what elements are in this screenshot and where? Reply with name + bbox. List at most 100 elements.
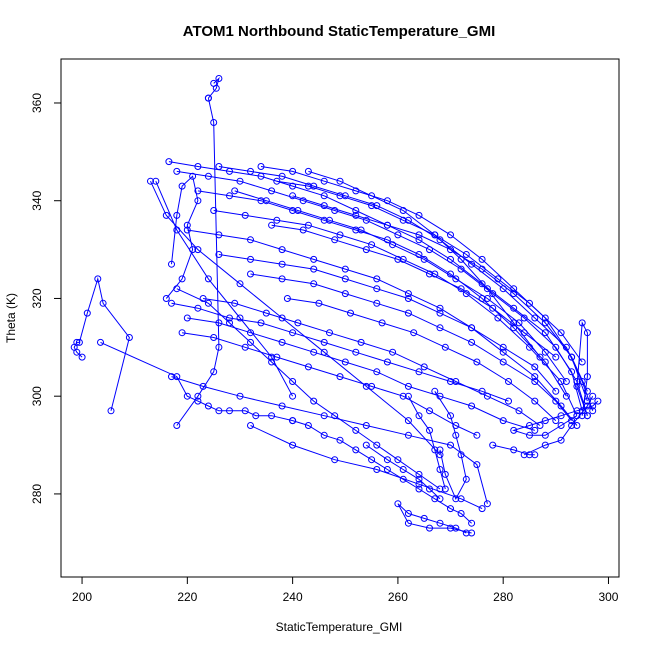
data-point [589, 392, 597, 400]
series-37 [362, 441, 444, 503]
data-point [165, 158, 173, 166]
data-point [415, 211, 423, 219]
data-point [341, 192, 349, 200]
data-point [573, 407, 581, 415]
data-point [436, 466, 444, 473]
data-point [589, 402, 597, 410]
series-0 [70, 275, 133, 415]
data-point [510, 304, 518, 312]
data-point [441, 470, 449, 478]
series-line [171, 302, 509, 402]
data-point [352, 426, 360, 434]
series-15 [152, 177, 297, 400]
series-line [250, 273, 572, 421]
data-point [578, 319, 586, 327]
data-point [583, 329, 591, 337]
data-point [389, 348, 397, 356]
data-point [404, 431, 412, 439]
series-23 [215, 251, 560, 395]
data-point [99, 299, 107, 307]
data-point [510, 446, 518, 454]
series-line [155, 181, 294, 397]
data-point [362, 441, 370, 449]
data-point [320, 431, 328, 439]
data-point [557, 329, 565, 337]
data-point [94, 275, 102, 283]
data-point [541, 319, 549, 327]
series-36 [489, 441, 539, 459]
data-point [541, 417, 549, 425]
data-point [478, 505, 486, 513]
data-point [320, 177, 328, 185]
y-tick-label: 320 [30, 288, 44, 308]
data-point [515, 319, 523, 327]
series-line [366, 444, 441, 500]
data-point [107, 407, 115, 415]
data-point [520, 314, 528, 322]
data-point [436, 495, 444, 503]
data-point [426, 524, 433, 532]
data-point [241, 211, 249, 219]
data-point [310, 182, 318, 190]
data-point [505, 397, 512, 405]
data-point [426, 485, 433, 493]
data-point [326, 329, 333, 337]
data-point [304, 221, 312, 229]
data-point [168, 299, 175, 307]
data-point [194, 304, 202, 312]
data-point [178, 275, 186, 283]
x-axis: 200 220 240 260 280 300 [72, 576, 619, 604]
data-point [404, 392, 412, 400]
data-point [383, 358, 391, 366]
x-axis-label: StaticTemperature_GMI [276, 620, 403, 634]
data-point [347, 309, 354, 317]
x-tick-label: 200 [72, 590, 92, 604]
data-point [273, 216, 281, 224]
data-point [257, 163, 265, 170]
data-point [404, 417, 412, 425]
data-point [257, 319, 265, 327]
data-point [204, 172, 212, 180]
data-point [304, 167, 312, 175]
series-line [234, 190, 567, 382]
data-point [378, 319, 386, 327]
data-point [147, 177, 154, 185]
series-27 [268, 221, 560, 361]
data-point [447, 505, 454, 513]
data-point [447, 231, 454, 239]
data-point [215, 343, 223, 351]
data-point [199, 382, 207, 390]
series-1 [97, 338, 297, 425]
data-point [278, 275, 286, 283]
data-point [505, 378, 512, 385]
data-point [552, 397, 560, 405]
data-point [441, 343, 449, 351]
data-point [520, 451, 528, 459]
data-point [552, 343, 560, 351]
data-point [362, 422, 370, 429]
data-point [262, 309, 270, 317]
data-point [415, 470, 423, 478]
data-point [394, 255, 402, 263]
data-point [468, 519, 476, 527]
data-layer [70, 75, 602, 537]
data-point [431, 495, 439, 503]
data-point [399, 207, 407, 214]
data-point [404, 216, 412, 224]
data-point [283, 295, 291, 302]
data-point [178, 329, 186, 337]
data-point [447, 378, 454, 385]
data-point [78, 353, 86, 361]
data-point [415, 236, 423, 244]
data-point [152, 177, 160, 185]
data-point [320, 202, 328, 210]
data-point [420, 255, 428, 263]
data-point [568, 422, 576, 429]
series-line [176, 97, 220, 426]
data-point [304, 363, 312, 371]
x-tick-label: 260 [388, 590, 408, 604]
data-point [336, 436, 344, 444]
data-point [215, 231, 223, 239]
data-point [399, 255, 407, 263]
data-point [515, 407, 523, 415]
